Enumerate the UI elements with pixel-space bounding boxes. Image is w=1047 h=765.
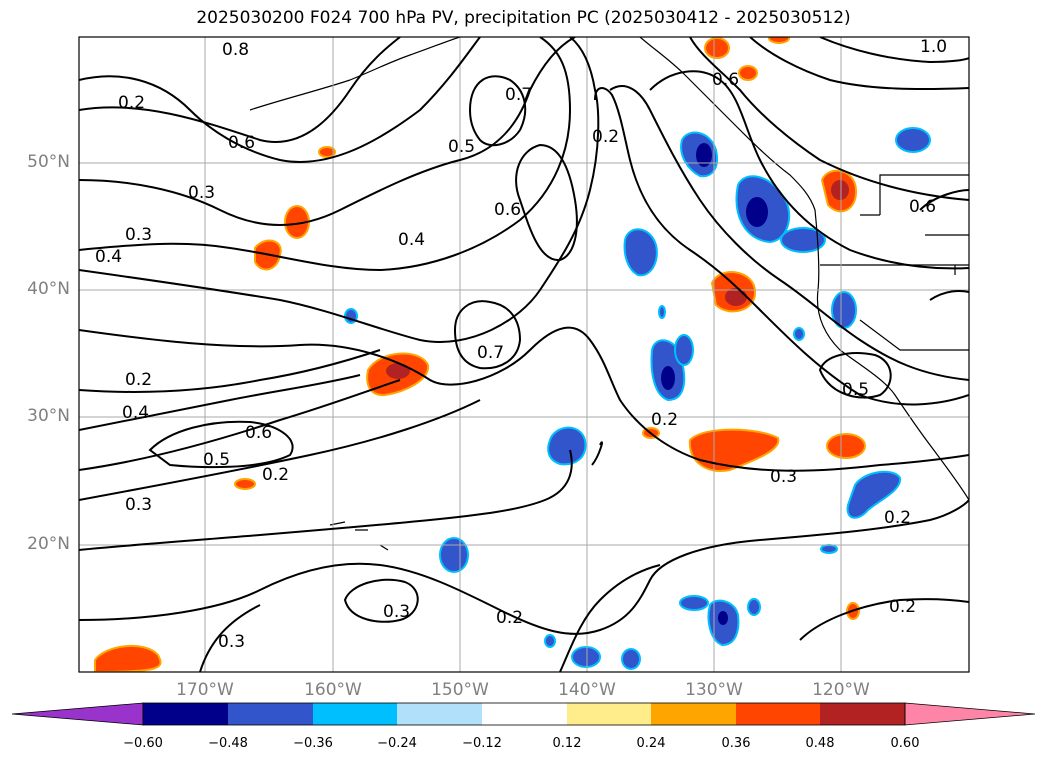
contour-label: 0.2 [651,410,678,430]
lon-tick: 120°W [812,680,870,700]
colorbar-bin [482,703,567,725]
colorbar-bin [651,703,736,725]
colorbar-bin [397,703,482,725]
lon-tick: 160°W [304,680,362,700]
contour-label: 0.5 [203,450,230,470]
contour-label: 0.4 [95,247,122,267]
lon-tick: 140°W [558,680,616,700]
contour-label: 0.4 [122,403,149,423]
colorbar-bin [736,703,820,725]
colorbar-tick: −0.48 [208,736,248,751]
colorbar-tick: 0.12 [552,736,582,751]
contour-label: 0.6 [494,200,521,220]
contour-label: 0.3 [383,602,410,622]
colorbar-tick: −0.12 [462,736,502,751]
map-title: 2025030200 F024 700 hPa PV, precipitatio… [196,8,851,28]
contour-label: 1.0 [920,37,947,57]
colorbar-bin [313,703,397,725]
colorbar-tick: −0.24 [377,736,417,751]
colorbar-tick: 0.60 [890,736,920,751]
lon-tick: 130°W [685,680,743,700]
lat-tick: 30°N [27,406,70,426]
contour-label: 0.7 [505,85,532,105]
contour-label: 0.3 [125,495,152,515]
lat-tick: 50°N [27,152,70,172]
contour-label: 0.6 [712,70,739,90]
colorbar-bin [820,703,905,725]
colorbar [11,702,1036,726]
contour-label: 0.5 [842,380,869,400]
contour-label: 0.8 [222,40,249,60]
contour-labels: 0.8 0.2 0.6 0.3 0.4 0.5 0.7 1.0 0.2 0.6 … [95,37,947,652]
lat-tick: 20°N [27,534,70,554]
contour-label: 0.6 [909,197,936,217]
colorbar-bin [228,703,313,725]
colorbar-tick: −0.36 [293,736,333,751]
colorbar-bin [567,703,651,725]
contour-label: 0.3 [218,632,245,652]
pv-contours [79,37,969,672]
contour-label: 0.4 [398,230,425,250]
contour-label: 0.2 [592,127,619,147]
colorbar-bin [143,703,228,725]
contour-label: 0.3 [125,225,152,245]
contour-label: 0.2 [125,370,152,390]
contour-label: 0.5 [448,137,475,157]
colorbar-tick: 0.24 [636,736,666,751]
contour-label: 0.2 [889,597,916,617]
colorbar-tick: 0.36 [721,736,751,751]
contour-label: 0.3 [188,183,215,203]
map-frame [78,36,970,673]
contour-label: 0.2 [118,93,145,113]
contour-label: 0.6 [245,423,272,443]
colorbar-extend-right [904,702,1036,726]
coastlines [249,37,969,551]
colorbar-tick: 0.48 [805,736,835,751]
contour-label: 0.2 [884,508,911,528]
colorbar-extend-left [11,702,144,726]
contour-label: 0.6 [228,133,255,153]
lon-tick: 150°W [431,680,489,700]
contour-label: 0.3 [770,467,797,487]
contour-label: 0.2 [262,465,289,485]
lon-tick: 170°W [176,680,234,700]
colorbar-tick: −0.60 [123,736,163,751]
lat-tick: 40°N [27,279,70,299]
precip-negative-blobs [344,127,931,670]
contour-label: 0.7 [477,343,504,363]
contour-label: 0.2 [496,608,523,628]
